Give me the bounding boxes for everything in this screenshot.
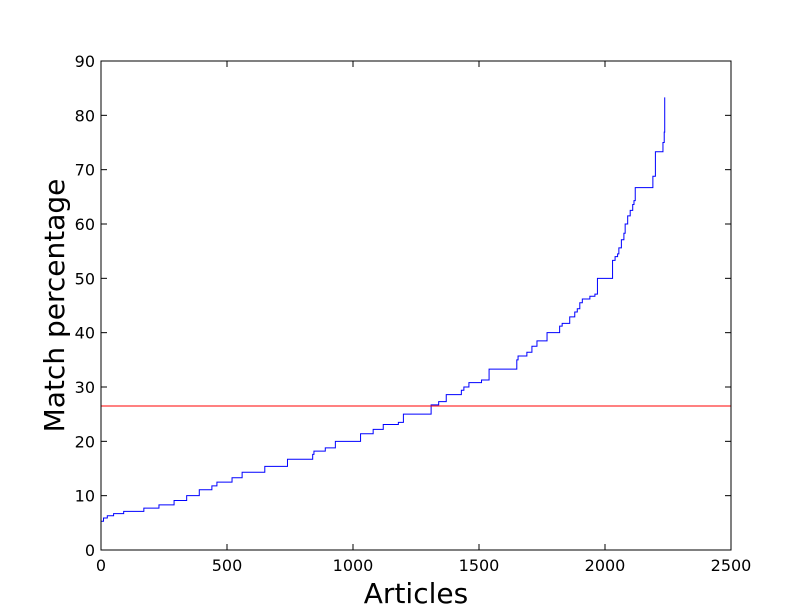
x-tick-label: 1000 (333, 556, 374, 575)
y-tick-label: 30 (75, 378, 95, 397)
y-tick-label: 10 (75, 487, 95, 506)
y-tick-label: 90 (75, 52, 95, 71)
x-tick-label: 500 (212, 556, 243, 575)
y-axis-label: Match percentage (38, 179, 71, 433)
y-axis: 0 10 20 30 40 50 60 70 80 90 (75, 52, 731, 560)
x-axis-label: Articles (364, 577, 468, 610)
y-tick-label: 80 (75, 106, 95, 125)
x-axis: 0 500 1000 1500 2000 2500 (96, 61, 751, 575)
y-tick-label: 60 (75, 215, 95, 234)
series-line-0 (101, 97, 666, 522)
y-tick-label: 20 (75, 432, 95, 451)
x-tick-label: 2000 (585, 556, 626, 575)
plot-area (101, 97, 731, 522)
y-tick-label: 40 (75, 324, 95, 343)
x-tick-label: 1500 (459, 556, 500, 575)
axes-frame (100, 60, 732, 551)
y-tick-label: 70 (75, 161, 95, 180)
x-tick-label: 2500 (711, 556, 752, 575)
x-tick-label: 0 (96, 556, 106, 575)
y-tick-label: 50 (75, 269, 95, 288)
y-tick-label: 0 (85, 541, 95, 560)
